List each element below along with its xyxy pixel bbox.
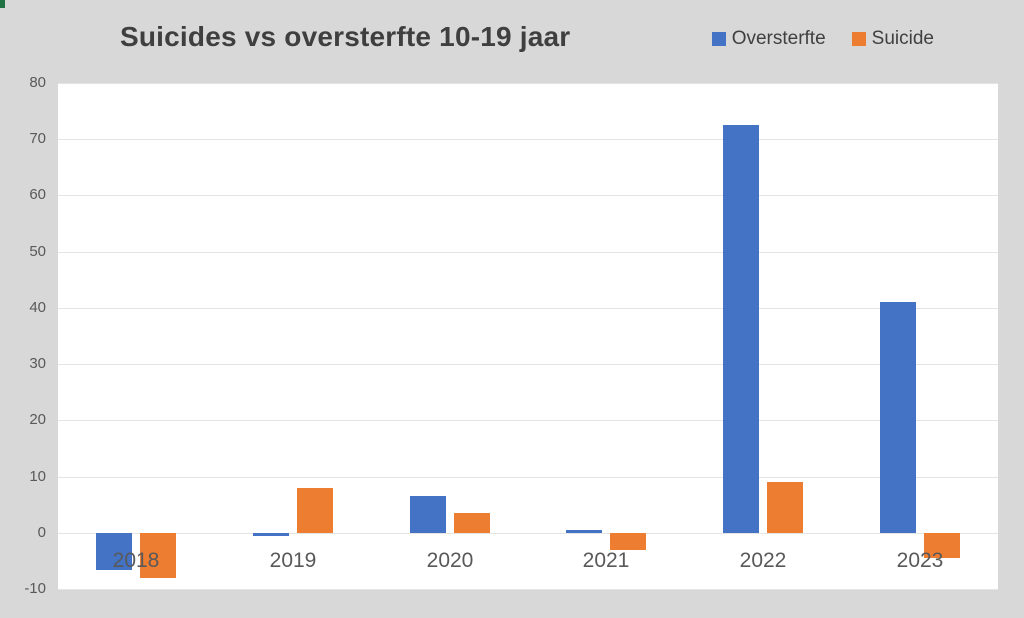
bar-oversterfte-2019 <box>253 533 289 536</box>
gridline <box>58 83 998 84</box>
y-tick-label: 10 <box>29 468 46 485</box>
y-tick-label: 40 <box>29 299 46 316</box>
gridline <box>58 364 998 365</box>
bar-suicide-2021 <box>610 533 646 550</box>
x-category-label: 2023 <box>896 549 944 572</box>
plot-area: 2018 2019 2020 2021 2022 2023 <box>58 83 998 590</box>
y-tick-label: 70 <box>29 130 46 147</box>
y-tick-label: -10 <box>24 580 46 597</box>
bar-oversterfte-2022 <box>723 125 759 533</box>
x-category-label: 2021 <box>582 549 630 572</box>
gridline <box>58 195 998 196</box>
bar-suicide-2018 <box>140 533 176 578</box>
bar-suicide-2022 <box>767 482 803 533</box>
legend-label-suicide: Suicide <box>871 28 934 49</box>
x-category-label: 2019 <box>269 549 317 572</box>
y-tick-label: 0 <box>37 524 46 541</box>
bar-oversterfte-2021 <box>566 530 602 533</box>
bar-suicide-2019 <box>297 488 333 533</box>
excel-green-corner-artifact <box>0 0 5 8</box>
gridline <box>58 252 998 253</box>
gridline <box>58 420 998 421</box>
gridline <box>58 533 998 534</box>
y-tick-label: 60 <box>29 186 46 203</box>
legend-item-oversterfte: Oversterfte <box>711 28 826 50</box>
y-tick-label: 20 <box>29 411 46 428</box>
bar-oversterfte-2020 <box>410 496 446 533</box>
y-tick-label: 50 <box>29 243 46 260</box>
y-tick-label: 80 <box>29 74 46 91</box>
bar-suicide-2023 <box>924 533 960 558</box>
legend-label-oversterfte: Oversterfte <box>731 28 826 49</box>
suicide-swatch-icon <box>851 32 866 46</box>
gridline <box>58 589 998 590</box>
gridline <box>58 477 998 478</box>
gridline <box>58 308 998 309</box>
x-category-label: 2020 <box>426 549 474 572</box>
x-category-label: 2022 <box>739 549 787 572</box>
y-tick-label: 30 <box>29 355 46 372</box>
bar-suicide-2020 <box>454 513 490 533</box>
chart-legend: Oversterfte Suicide <box>711 28 934 50</box>
bar-oversterfte-2018 <box>96 533 132 570</box>
gridline <box>58 139 998 140</box>
oversterfte-swatch-icon <box>711 32 726 46</box>
chart-title: Suicides vs oversterfte 10-19 jaar <box>120 21 571 52</box>
bar-oversterfte-2023 <box>880 302 916 533</box>
x-category-label: 2018 <box>112 549 160 572</box>
legend-item-suicide: Suicide <box>851 28 934 50</box>
